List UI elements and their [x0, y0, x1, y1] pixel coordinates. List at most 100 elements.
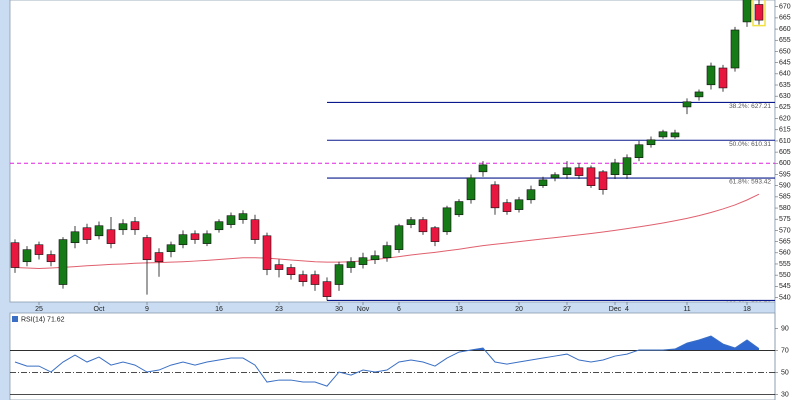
candle-body	[22, 249, 32, 263]
y-tick-label: 595	[779, 171, 791, 178]
candle-body	[178, 234, 188, 246]
y-tick-label: 570	[779, 227, 791, 234]
y-tick-label: 630	[779, 93, 791, 100]
y-tick-label: 625	[779, 104, 791, 111]
candle-body	[238, 213, 248, 220]
candle-body	[466, 177, 476, 201]
candle-body	[598, 171, 608, 191]
candle-body	[358, 257, 368, 265]
x-tick-label: 30	[335, 306, 343, 313]
y-tick-label: 90	[781, 325, 789, 332]
candle-body	[550, 174, 560, 179]
price-plot: 38.2%: 627.21 50.0%: 610.31 61.8%: 593.42 1…	[10, 0, 775, 302]
rsi-icon	[12, 316, 18, 322]
rsi-plot	[10, 335, 775, 395]
candle-body	[58, 239, 68, 285]
candle-body	[346, 261, 356, 268]
candle-body	[418, 219, 428, 233]
y-tick-label: 670	[779, 4, 791, 11]
y-tick-label: 650	[779, 48, 791, 55]
x-tick-label: 6	[397, 306, 401, 313]
candle-body	[754, 4, 764, 21]
x-tick-label: 13	[455, 306, 463, 313]
y-tick-label: 580	[779, 205, 791, 212]
y-tick-label: 590	[779, 183, 791, 190]
candle-body	[658, 131, 668, 138]
y-tick-label: 645	[779, 59, 791, 66]
y-tick-label: 610	[779, 138, 791, 145]
rsi-panel	[9, 312, 776, 400]
candle-body	[262, 235, 272, 270]
candle-body	[694, 91, 704, 98]
candle-body	[142, 237, 152, 261]
x-tick-label: 16	[215, 306, 223, 313]
candle-body	[718, 67, 728, 89]
candle-body	[646, 139, 656, 146]
candle-body	[334, 264, 344, 285]
fib-label: 61.8%: 593.42	[729, 179, 771, 186]
candle-body	[478, 164, 488, 173]
y-tick-label: 615	[779, 127, 791, 134]
x-tick-label: Nov	[357, 306, 370, 313]
y-tick-label: 545	[779, 283, 791, 290]
y-tick-label: 70	[781, 347, 789, 354]
y-tick-label: 635	[779, 82, 791, 89]
candle-body	[94, 225, 104, 237]
x-tick-label: 25	[35, 306, 43, 313]
candle-body	[538, 179, 548, 186]
y-tick-label: 655	[779, 37, 791, 44]
candle-body	[670, 132, 680, 138]
candle-body	[298, 274, 308, 282]
x-tick-label: 11	[683, 306, 690, 313]
y-tick-label: 555	[779, 261, 791, 268]
x-tick-label: 23	[275, 306, 283, 313]
y-tick-label: 550	[779, 272, 791, 279]
candle-body	[742, 0, 752, 23]
y-tick-label: 640	[779, 71, 791, 78]
candle-body	[202, 233, 212, 244]
candle-body	[394, 225, 404, 250]
candle-body	[226, 215, 236, 225]
fib-label: 38.2%: 627.21	[729, 103, 771, 110]
candle-body	[286, 267, 296, 276]
y-tick-label: 560	[779, 250, 791, 257]
candle-body	[430, 227, 440, 242]
candle-body	[622, 157, 632, 176]
candle-body	[502, 202, 512, 212]
y-tick-label: 50	[781, 369, 789, 376]
candle-body	[118, 223, 128, 231]
y-tick-label: 565	[779, 238, 791, 245]
candle-body	[274, 264, 284, 270]
rsi-title: RSI(14) 71.62	[21, 316, 65, 323]
candle-body	[250, 219, 260, 240]
candle-body	[154, 252, 164, 263]
y-tick-label: 665	[779, 15, 791, 22]
x-tick-label: 4	[625, 306, 629, 313]
candle-body	[166, 244, 176, 252]
candle-body	[454, 201, 464, 216]
rsi-fill-group	[15, 336, 759, 351]
fib-label: 50.0%: 610.31	[729, 141, 771, 148]
x-tick-label: Oct	[94, 306, 105, 313]
candle-body	[514, 199, 524, 210]
candle-body	[370, 255, 380, 261]
candle-body	[46, 254, 56, 263]
candle-body	[562, 167, 572, 176]
x-tick-label: 20	[515, 306, 523, 313]
candle-body	[634, 144, 644, 159]
candle-body	[70, 231, 80, 244]
rsi-fill	[15, 336, 759, 351]
y-tick-label: 540	[779, 294, 791, 301]
price-panel	[9, 0, 776, 303]
candle-body	[610, 162, 620, 176]
y-tick-label: 585	[779, 194, 791, 201]
x-tick-label: 9	[145, 306, 149, 313]
rsi-line	[14, 335, 760, 387]
candle-body	[10, 242, 20, 268]
y-tick-label: 30	[781, 391, 789, 398]
candle-body	[322, 281, 332, 297]
candle-body	[490, 184, 500, 209]
candle-body	[382, 245, 392, 259]
